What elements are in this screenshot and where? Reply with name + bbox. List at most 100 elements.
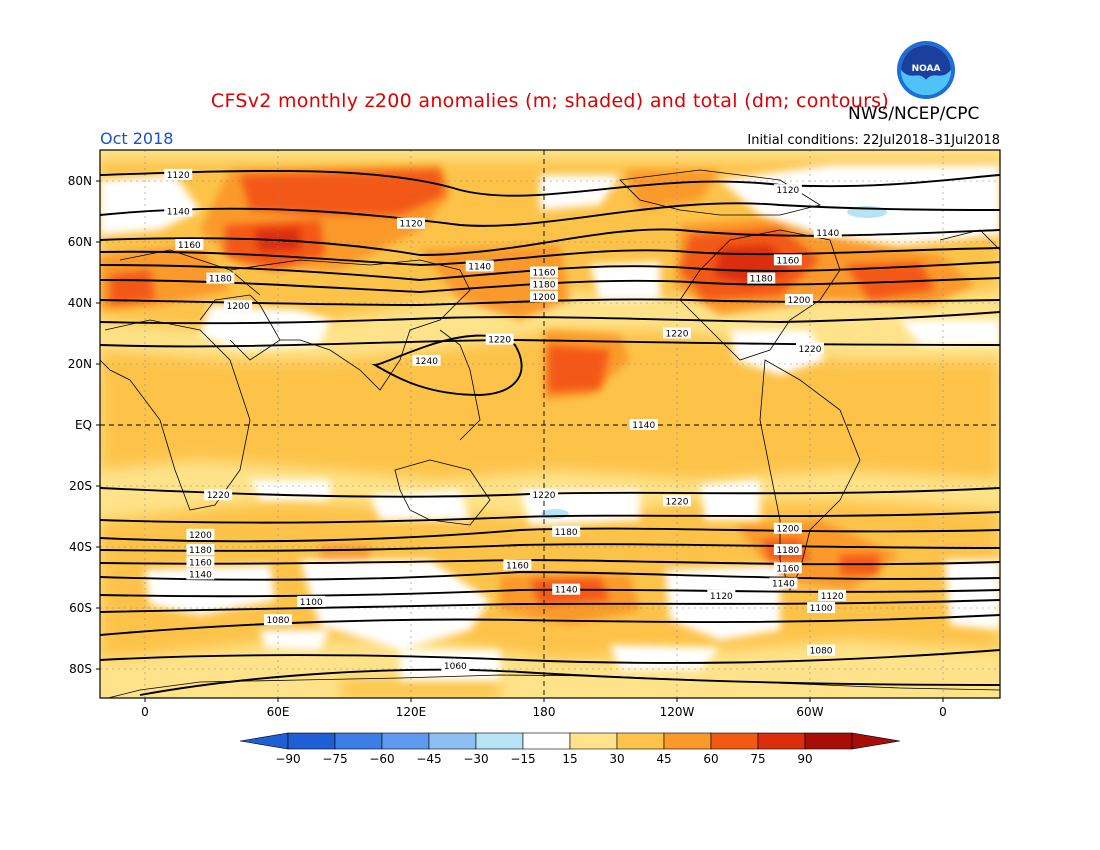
contour-label: 1160	[530, 266, 558, 279]
lon-label: 120W	[660, 705, 695, 719]
contour-label-box	[769, 577, 798, 589]
longitude-labels: 0 60E 120E 180 120W 60W 0	[141, 698, 947, 719]
contour-label-text: 1100	[810, 604, 833, 614]
lon-label: 0	[141, 705, 149, 719]
contour-label-box	[663, 495, 691, 507]
noaa-logo-icon: NOAA	[897, 41, 955, 99]
contour-label-text: 1180	[776, 546, 799, 556]
svg-text:NOAA: NOAA	[912, 64, 941, 74]
contour-label-text: 1140	[189, 570, 212, 580]
contour-label: 1180	[552, 525, 581, 538]
contour-label: 1160	[503, 559, 532, 571]
contour-label-box	[397, 217, 425, 229]
contour-label: 1220	[530, 489, 558, 501]
contour-label-box	[773, 184, 802, 196]
lat-label: 20N	[68, 357, 92, 371]
contour-label: 1200	[773, 522, 802, 535]
agency-label: NWS/NCEP/CPC	[848, 104, 980, 124]
contour-label: 1120	[773, 184, 802, 196]
contour-label-box	[164, 168, 193, 180]
contour-label: 1140	[186, 568, 215, 580]
contour-label-text: 1100	[300, 598, 323, 608]
lon-label: 60W	[796, 705, 823, 719]
contour-label: 1200	[530, 290, 558, 303]
contour-label-box	[186, 556, 215, 568]
contour-label-text: 1080	[267, 616, 290, 626]
contour-label: 1240	[412, 354, 441, 367]
contour-label-box	[629, 419, 658, 430]
contour-label-text: 1060	[444, 662, 467, 672]
contour-label-text: 1160	[776, 564, 799, 574]
colorbar-swatch	[287, 732, 336, 750]
contour-label: 1160	[773, 254, 802, 266]
contour-label-text: 1220	[666, 497, 689, 507]
colorbar-swatch	[428, 732, 477, 750]
contour-label: 1220	[663, 495, 691, 507]
colorbar-high-arrow	[851, 732, 901, 750]
contour-label-box	[773, 544, 802, 556]
contour-label-text: 1200	[533, 293, 556, 303]
lon-label: 60E	[267, 705, 290, 719]
contour-label: 1180	[530, 278, 558, 291]
contour-label-text: 1120	[710, 592, 733, 602]
contour-label: 1120	[164, 168, 193, 181]
contour-label: 1160	[175, 239, 204, 251]
contour-label-text: 1200	[787, 296, 810, 306]
contour-label-box	[164, 205, 193, 217]
contour-label-box	[224, 300, 253, 312]
lat-label: EQ	[75, 418, 92, 432]
contour-label-text: 1200	[776, 525, 799, 535]
colorbar-swatch	[663, 732, 712, 750]
contour-label: 1140	[629, 419, 658, 431]
contour-label-text: 1180	[555, 528, 578, 538]
colorbar-swatch	[381, 732, 430, 750]
contour-label-text: 1220	[207, 491, 230, 501]
contour-label-text: 1180	[533, 281, 556, 291]
contour-label-box	[796, 342, 824, 354]
graticule	[100, 150, 1000, 698]
contour-label-text: 1160	[533, 269, 556, 279]
lon-label: 180	[533, 705, 556, 719]
contour-label-box	[818, 589, 847, 601]
colorbar-swatch	[710, 732, 759, 750]
contour-label-text: 1220	[799, 345, 822, 355]
colorbar-swatch	[804, 732, 853, 750]
contour-label: 1180	[206, 272, 235, 285]
contour-label-box	[485, 333, 514, 345]
contour-label-text: 1160	[776, 256, 799, 266]
contour-label: 1120	[707, 589, 736, 602]
contour-label-box	[707, 589, 736, 601]
contour-label-box	[773, 254, 802, 266]
contour-label-box	[206, 272, 235, 284]
contour-label-text: 1240	[415, 357, 438, 367]
contour-label-box	[807, 602, 836, 613]
contour-label-text: 1220	[533, 491, 556, 501]
contour-label: 1080	[807, 644, 836, 657]
height-contours	[100, 169, 1000, 696]
colorbar-tick-label: −45	[416, 752, 441, 766]
contour-label: 1200	[224, 300, 253, 312]
contour-label: 1180	[186, 544, 215, 556]
map-title: CFSv2 monthly z200 anomalies (m; shaded)…	[210, 90, 890, 112]
contour-label: 1120	[397, 217, 425, 230]
contour-label: 1140	[813, 226, 842, 239]
contour-label: 1080	[264, 614, 292, 626]
contour-label-text: 1180	[209, 275, 232, 285]
contour-label-text: 1120	[167, 171, 190, 181]
contour-label: 1220	[663, 327, 691, 340]
contour-label: 1120	[818, 589, 847, 602]
lat-label: 40S	[69, 540, 92, 554]
colorbar-tick-label: −75	[322, 752, 347, 766]
colorbar: −90 −75 −60 −45 −30 −15 15 30 45 60 75 90	[239, 732, 901, 766]
colorbar-swatch	[334, 732, 383, 750]
contour-label-box	[175, 239, 204, 251]
contour-label: 1200	[186, 528, 215, 541]
contour-label-box	[747, 272, 776, 284]
contour-label-text: 1140	[555, 586, 578, 596]
contour-label-box	[297, 595, 326, 607]
colorbar-swatch	[616, 732, 665, 750]
contour-label-box	[503, 559, 532, 571]
contour-label-text: 1120	[821, 592, 844, 602]
contour-label-box	[530, 278, 558, 290]
colorbar-tick-label: 30	[609, 752, 624, 766]
